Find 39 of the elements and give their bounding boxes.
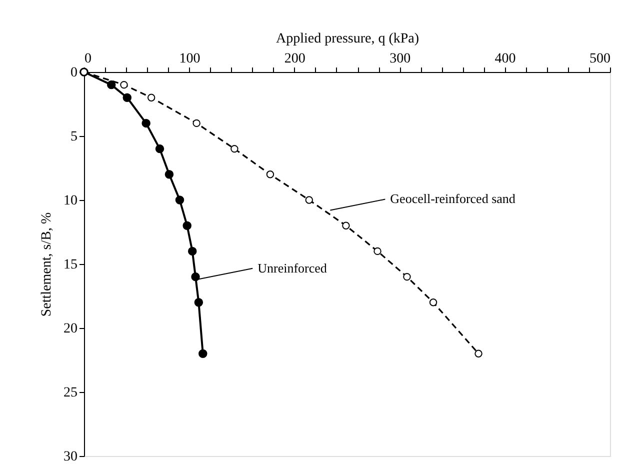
point [155,144,164,154]
x-tick-label: 100 [179,52,200,66]
annotation: Unreinforced [258,260,328,276]
point [403,272,411,281]
y-axis-title: Settlement, s/B, % [40,212,54,317]
y-tick-label: 0 [70,66,78,80]
y-tick-label: 30 [64,450,78,464]
x-tick-label: 500 [590,52,610,66]
x-tick-label: 300 [390,52,411,66]
point [122,93,132,102]
x-axis-title: Applied pressure, q (kPa) [276,32,420,46]
point [106,80,116,90]
point [429,298,438,306]
point [147,94,156,102]
point [191,272,200,282]
point [182,221,192,230]
point [142,118,150,128]
point [175,196,184,204]
point [474,350,482,358]
point [164,170,174,179]
point [198,349,208,358]
point [266,170,274,178]
x-tick-label: 200 [284,52,306,66]
y-tick-label: 25 [64,386,78,400]
point [194,298,204,307]
y-tick-label: 5 [70,130,78,144]
point [188,246,197,256]
point [192,119,200,128]
y-tick-label: 10 [64,194,78,208]
y-tick-label: 15 [64,258,78,272]
point [120,80,128,89]
point [342,222,350,230]
y-tick-label: 20 [64,322,78,336]
annotation: Geocell-reinforced sand [390,191,516,206]
point [374,247,382,256]
point [230,144,238,153]
x-tick-label: 400 [494,52,516,66]
x-tick-label: 0 [84,52,92,66]
point [305,196,313,204]
